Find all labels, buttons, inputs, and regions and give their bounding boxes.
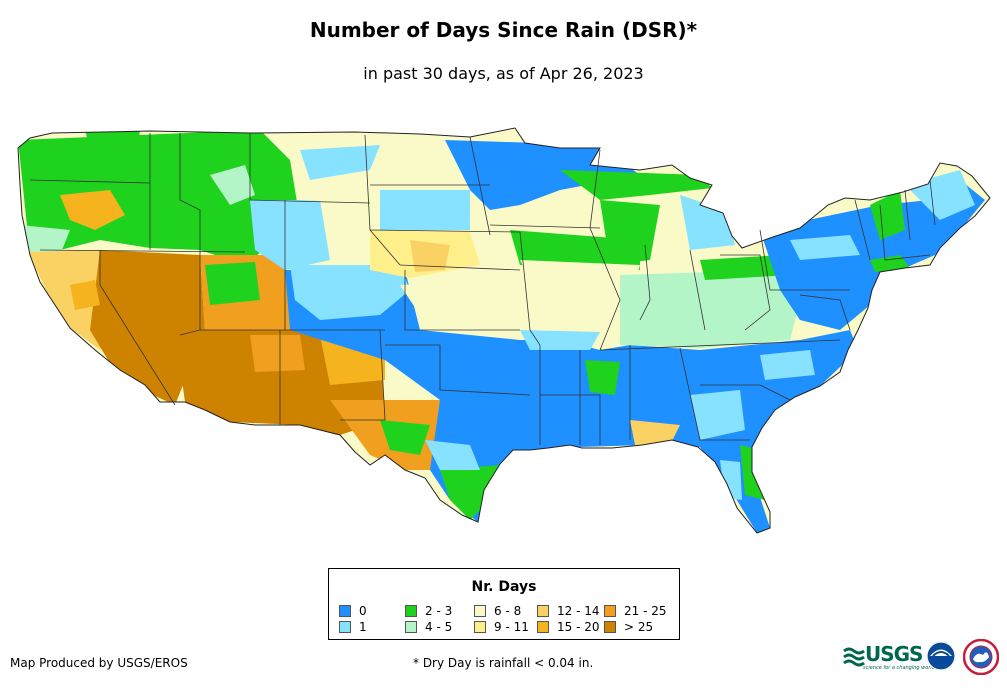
legend-swatch — [604, 605, 616, 617]
map-title: Number of Days Since Rain (DSR)* — [309, 18, 698, 42]
dsr-shading — [18, 128, 990, 533]
legend-title: Nr. Days — [471, 579, 537, 595]
legend: Nr. Days 0 1 2 - 3 4 - 5 6 - 8 9 - 11 12… — [328, 568, 680, 640]
legend-swatch — [339, 605, 351, 617]
map-subtitle: in past 30 days, as of Apr 26, 2023 — [363, 64, 644, 83]
legend-swatch — [604, 621, 616, 633]
legend-item: > 25 — [604, 621, 653, 633]
usgs-logo: USGS science for a changing world — [843, 641, 935, 671]
legend-item: 0 — [339, 605, 367, 617]
producer-credit: Map Produced by USGS/EROS — [10, 656, 188, 670]
legend-item: 9 - 11 — [474, 621, 529, 633]
legend-item: 2 - 3 — [405, 605, 452, 617]
legend-swatch — [474, 605, 486, 617]
legend-item: 15 - 20 — [537, 621, 600, 633]
legend-swatch — [474, 621, 486, 633]
legend-item: 21 - 25 — [604, 605, 667, 617]
legend-swatch — [537, 621, 549, 633]
legend-item: 4 - 5 — [405, 621, 452, 633]
usgs-tagline: science for a changing world — [863, 665, 935, 671]
dry-day-footnote: * Dry Day is rainfall < 0.04 in. — [413, 656, 594, 670]
noaa-logo-icon — [926, 641, 956, 671]
legend-item: 1 — [339, 621, 367, 633]
legend-swatch — [339, 621, 351, 633]
usgs-wave-icon — [843, 647, 865, 667]
legend-swatch — [405, 621, 417, 633]
legend-swatch — [537, 605, 549, 617]
state-boundaries — [29, 133, 936, 445]
usgs-wordmark: USGS — [865, 642, 923, 666]
legend-item: 6 - 8 — [474, 605, 521, 617]
legend-swatch — [405, 605, 417, 617]
nws-logo-icon — [963, 639, 999, 675]
legend-item: 12 - 14 — [537, 605, 600, 617]
